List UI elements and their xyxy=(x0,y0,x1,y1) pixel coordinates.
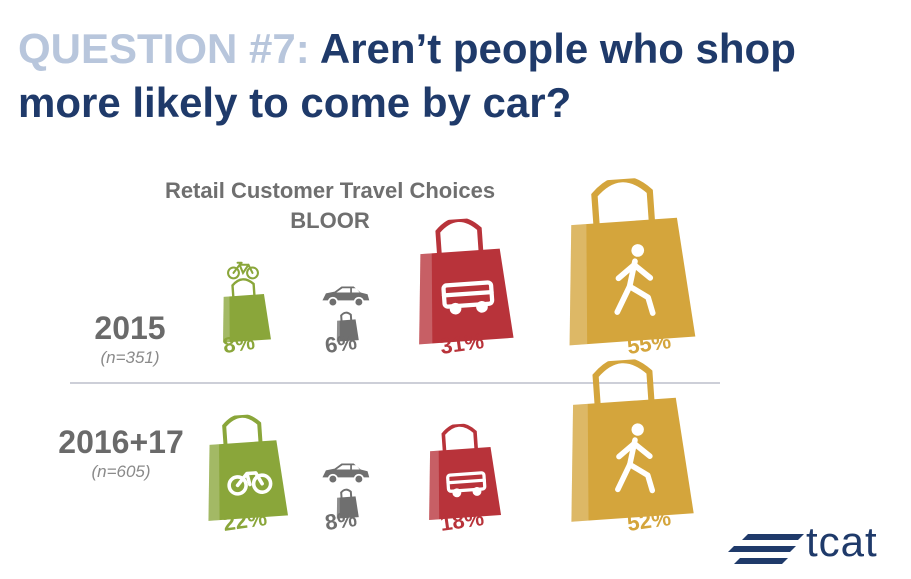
row-label-2015: 2015 xyxy=(94,310,166,346)
question-text: Aren’t people who shop more likely to co… xyxy=(18,25,796,126)
bag-bicycle-0 xyxy=(217,276,274,350)
value-label-car-1: 8% xyxy=(323,505,359,536)
row-label-2016-17: 2016+17 xyxy=(58,424,184,460)
tcat-logo-icon xyxy=(728,534,804,564)
row-n-2015: (n=351) xyxy=(100,348,160,367)
bicycle-vehicle-icon xyxy=(226,260,260,285)
bag-car-1 xyxy=(333,487,362,526)
value-label-transit-1: 18% xyxy=(438,505,486,536)
value-label-bicycle-0: 8% xyxy=(221,328,257,359)
chart-title: Retail Customer Travel Choices xyxy=(164,178,496,203)
value-label-transit-0: 31% xyxy=(438,328,486,359)
row-divider xyxy=(70,382,720,384)
bag-transit-0 xyxy=(408,215,515,351)
bag-transit-1 xyxy=(421,422,504,528)
bag-walking-1 xyxy=(558,356,696,529)
logo-text: tcat xyxy=(806,518,878,565)
chart-title-block: Retail Customer Travel Choices BLOOR xyxy=(120,176,540,236)
row-n-2016-17: (n=605) xyxy=(91,462,151,481)
page-title: QUESTION #7: Aren’t people who shop more… xyxy=(18,22,908,130)
bag-bicycle-1 xyxy=(199,412,290,528)
value-label-walking-1: 52% xyxy=(625,505,673,536)
value-label-car-0: 6% xyxy=(323,328,359,359)
value-label-bicycle-1: 22% xyxy=(221,505,269,536)
question-label: QUESTION #7: xyxy=(18,25,310,72)
value-label-walking-0: 55% xyxy=(625,328,673,359)
bag-walking-0 xyxy=(556,175,698,353)
car-vehicle-icon xyxy=(319,283,371,314)
chart-subtitle: BLOOR xyxy=(290,208,370,233)
bag-car-0 xyxy=(333,310,362,349)
car-vehicle-icon xyxy=(319,460,371,491)
